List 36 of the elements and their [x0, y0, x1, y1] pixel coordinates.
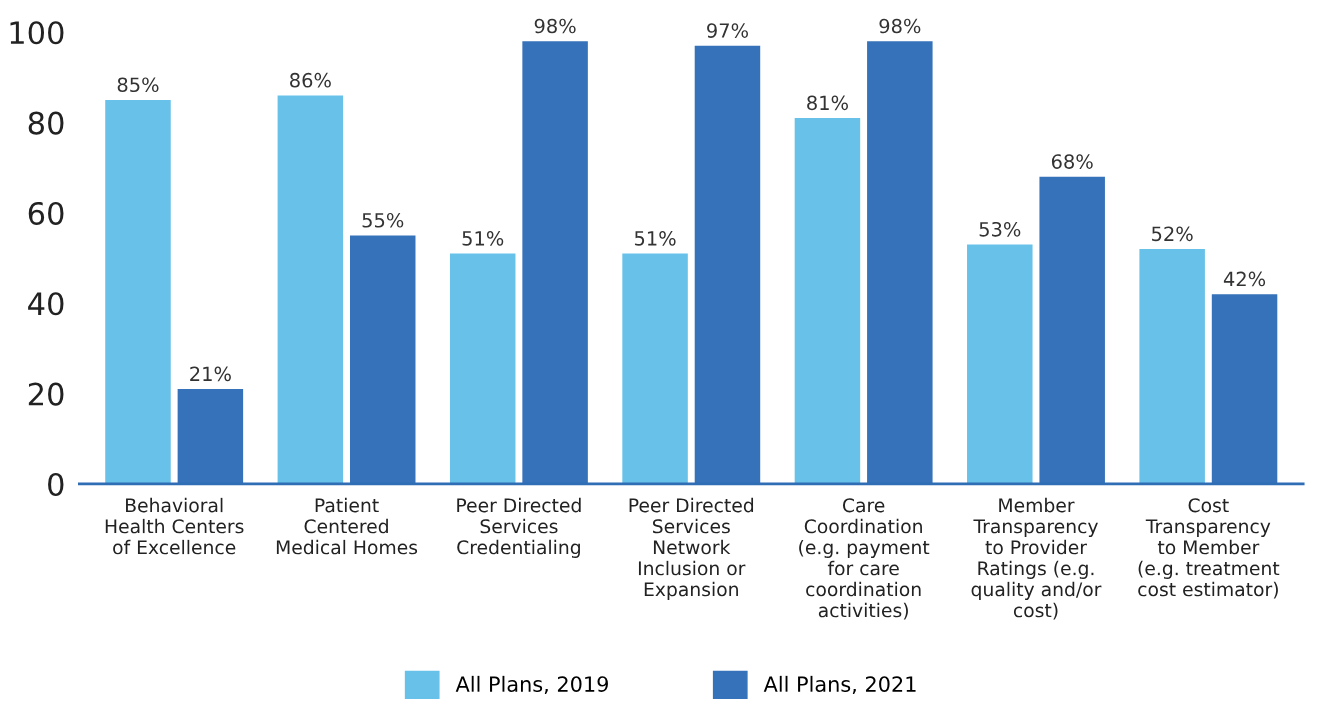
x-tick-label: Care Coordination (e.g. payment for care coordination activities): [799, 498, 930, 620]
data-label: 98%: [534, 18, 576, 34]
x-tick-label: Cost Transparency to Member (e.g. treatment cost estimator): [1138, 498, 1280, 599]
y-tick-label: 40: [28, 292, 64, 316]
data-label: 86%: [290, 72, 331, 88]
data-label: 55%: [362, 212, 404, 228]
data-label: 97%: [707, 23, 748, 38]
bar: [1139, 249, 1205, 484]
data-label: 81%: [807, 95, 848, 111]
bar: [967, 244, 1033, 484]
data-label: 85%: [117, 77, 159, 93]
data-label: 53%: [979, 221, 1021, 237]
data-label: 21%: [190, 366, 231, 382]
bar: [449, 253, 516, 484]
legend-label: All Plans, 2019: [455, 675, 608, 695]
x-tick-label: Patient Centered Medical Homes: [276, 497, 418, 555]
bar: [277, 95, 344, 484]
y-tick-label: 0: [48, 472, 64, 497]
x-tick-label: Member Transparency to Provider Ratings (e.g. quality and/or cost): [971, 497, 1102, 620]
y-tick-label: 60: [28, 201, 64, 225]
x-tick-label: Behavioral Health Centers of Excellence: [105, 497, 244, 555]
y-tick-label: 20: [28, 382, 64, 406]
data-label: 42%: [1223, 271, 1266, 287]
x-tick-label: Peer Directed Services Network Inclusion or Expansion: [629, 497, 754, 600]
data-label: 68%: [1051, 154, 1093, 169]
data-label: 52%: [1152, 226, 1193, 242]
y-tick-label: 80: [28, 111, 64, 135]
bar: [105, 100, 171, 484]
data-label: 51%: [462, 230, 504, 246]
x-tick-label: Peer Directed Services Credentialing: [457, 497, 581, 558]
legend-label: All Plans, 2021: [763, 675, 916, 695]
y-tick-label: 100: [10, 21, 64, 45]
data-label: 51%: [634, 230, 676, 246]
bar: [794, 118, 861, 484]
bar: [622, 253, 688, 484]
data-label: 98%: [879, 18, 921, 34]
